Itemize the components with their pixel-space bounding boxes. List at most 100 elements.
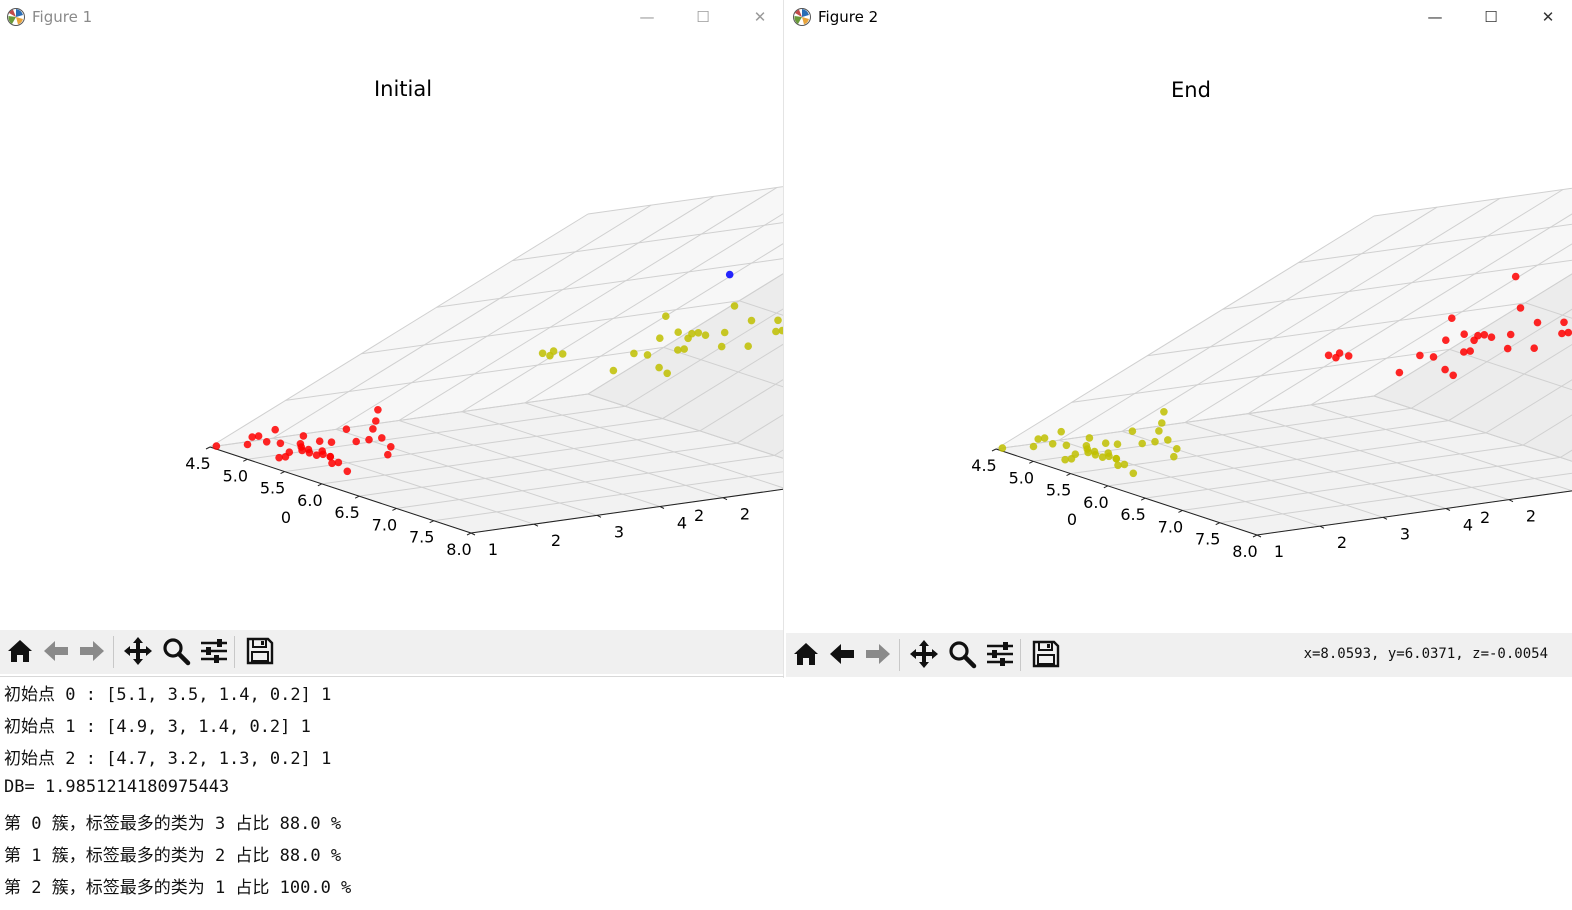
chart-title: End [1171,78,1211,102]
x-tick-label: 5.0 [223,466,248,485]
data-point [1062,441,1071,450]
x-tick-label: 5.5 [1046,481,1071,500]
maximize-button[interactable]: ☐ [696,8,710,26]
gridline [512,222,783,262]
scatter-3d-plot[interactable]: End4.55.05.56.06.57.07.58.00123426720.00… [786,36,1572,633]
data-point [1344,352,1353,360]
data-point [1474,331,1482,340]
data-point [655,363,663,372]
data-point [1040,434,1049,442]
x-tick [429,520,434,524]
close-button[interactable]: ✕ [1541,8,1555,26]
title-bar[interactable]: Figure 2 — ☐ ✕ [786,0,1572,36]
console-line: 第 1 簇，标签最多的类为 2 占比 88.0 % [4,846,342,866]
data-point [630,349,638,358]
minimize-button[interactable]: — [1427,8,1443,26]
title-bar[interactable]: Figure 1 — ☐ ✕ [0,0,783,36]
home-button[interactable] [788,636,824,672]
data-point [1113,440,1122,449]
data-point [312,451,321,460]
data-point [1160,408,1168,416]
y-tick-label: 3 [1400,524,1410,543]
toolbar-separator [113,636,114,668]
x-tick [1029,460,1034,464]
maximize-button[interactable]: ☐ [1484,8,1498,26]
back-button[interactable] [824,636,860,672]
data-point [328,459,336,468]
side-pane [210,186,783,447]
data-point [275,453,283,462]
y-tick [1508,499,1514,503]
gridline [436,258,783,308]
y-tick [596,514,602,518]
y-tick-label: 2 [1480,508,1490,527]
data-point [1112,454,1121,463]
data-point [326,452,335,461]
x-tick [991,448,997,452]
zoom-button[interactable] [944,636,980,672]
zoom-button[interactable] [158,633,194,669]
data-point [343,467,352,476]
matplotlib-icon [6,7,26,27]
data-point [1029,442,1038,451]
x-tick-label: 6.5 [1120,505,1145,524]
data-point [352,437,361,446]
data-point [720,328,729,337]
data-point [662,312,670,321]
configure-button[interactable] [982,636,1018,672]
y-tick-label: 2 [1337,533,1347,552]
x-tick-label: 7.5 [409,528,434,547]
data-point [1506,330,1515,339]
pan-button[interactable] [120,633,156,669]
data-point [1101,439,1110,448]
back-icon [830,644,854,664]
x-tick-label: 7.0 [1158,517,1183,536]
close-button[interactable]: ✕ [753,8,767,26]
gridline [1071,348,1572,403]
x-tick-label: 5.0 [1009,468,1034,487]
y-tick [659,506,665,509]
save-button[interactable] [242,633,278,669]
pan-button[interactable] [906,636,942,672]
y-tick-label: 2 [1526,507,1536,526]
back-button[interactable] [38,633,74,669]
zoom-icon [163,638,191,666]
gridline [209,393,783,459]
forward-button[interactable] [860,636,896,672]
toolbar-separator [899,639,900,671]
data-point [1085,434,1094,442]
x-tick-label: 6.0 [297,491,322,510]
navigation-toolbar [0,630,783,674]
minimize-button[interactable]: — [639,8,655,26]
data-point [546,351,554,360]
data-point [1098,453,1107,462]
data-point [1158,419,1166,427]
save-icon [246,637,274,665]
matplotlib-icon [792,7,812,27]
configure-icon [201,639,227,663]
data-point [772,327,780,336]
data-point [243,440,252,449]
x-tick [1178,509,1183,513]
y-tick-label: 4 [677,514,687,533]
x-tick-label: 8.0 [1232,542,1257,561]
data-point [725,270,734,279]
save-button[interactable] [1028,636,1064,672]
data-point [1120,460,1129,469]
data-point [372,417,380,425]
data-point [1466,347,1474,355]
home-button[interactable] [2,633,38,669]
configure-button[interactable] [196,633,232,669]
forward-button[interactable] [74,633,110,669]
data-point [1048,440,1057,448]
figure-1-window: Figure 1 — ☐ ✕ Initial 4.5 5.0 5.5 6.0 6.5 7.0… [0,0,784,678]
data-point [342,425,351,434]
scatter-3d-plot[interactable]: Initial4.55.05.56.06.57.07.58.0012342672… [0,36,784,630]
y-tick [1382,516,1388,520]
data-point [688,329,696,338]
data-point [212,442,221,450]
x-tick [1140,497,1146,501]
data-point [387,443,395,451]
console-line: DB= 1.9851214180975443 [4,777,230,797]
gridline [1222,259,1572,310]
